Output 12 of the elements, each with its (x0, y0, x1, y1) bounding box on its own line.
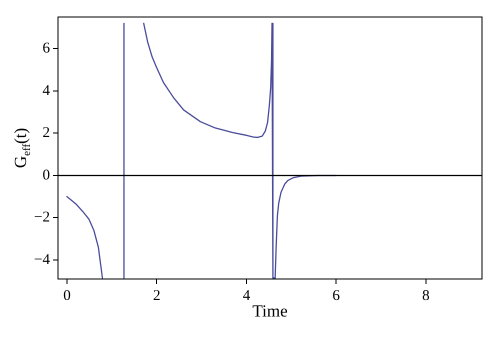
x-tick-label: 0 (63, 288, 71, 304)
x-axis-title: Time (252, 301, 288, 320)
x-tick-label: 6 (332, 288, 340, 304)
x-tick-label: 2 (152, 288, 160, 304)
y-tick-label: 6 (42, 40, 50, 57)
y-tick-label: −2 (34, 210, 50, 226)
y-tick-label: −4 (34, 252, 50, 268)
y-tick-label: 2 (42, 125, 50, 142)
x-tick-label: 4 (242, 288, 251, 304)
x-tick-label: 8 (422, 288, 430, 304)
y-tick-label: 0 (42, 167, 50, 184)
y-tick-label: 4 (42, 82, 50, 99)
